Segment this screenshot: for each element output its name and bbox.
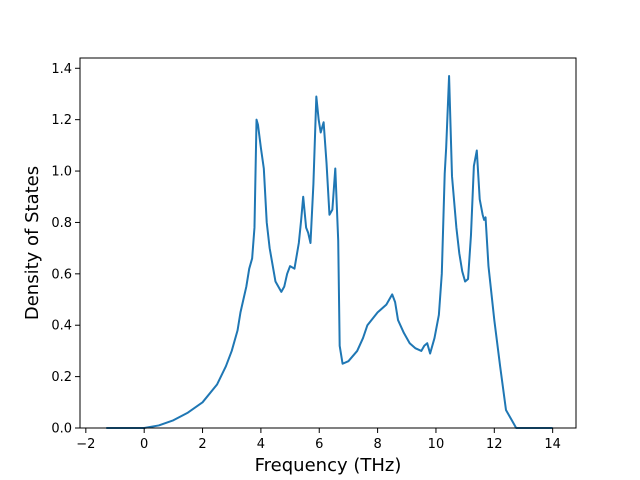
y-tick-label: 1.2 [51,113,72,128]
x-tick-label: 6 [315,437,323,452]
x-tick-label: −2 [76,437,95,452]
x-tick-label: 2 [198,437,206,452]
y-tick-label: 1.4 [51,62,72,77]
y-tick-label: 0.0 [51,422,72,437]
dos-series-line [106,74,553,429]
x-tick-label: 12 [486,437,503,452]
y-tick-label: 1.0 [51,165,72,180]
x-tick-label: 0 [140,437,148,452]
x-tick-label: 8 [373,437,381,452]
x-axis-label: Frequency (THz) [255,455,402,476]
y-tick-label: 0.6 [51,267,72,282]
x-axis-ticks: −2 0 2 4 6 8 10 12 14 [76,428,561,452]
x-tick-label: 10 [428,437,445,452]
y-axis-label: Density of States [22,166,43,320]
x-tick-label: 14 [544,437,561,452]
y-tick-label: 0.2 [51,370,72,385]
y-axis-ticks: 0.0 0.2 0.4 0.6 0.8 1.0 1.2 1.4 [51,62,80,437]
x-tick-label: 4 [257,437,265,452]
y-tick-label: 0.8 [51,216,72,231]
axes-frame [79,57,577,429]
plot-area [106,74,553,429]
y-tick-label: 0.4 [51,319,72,334]
